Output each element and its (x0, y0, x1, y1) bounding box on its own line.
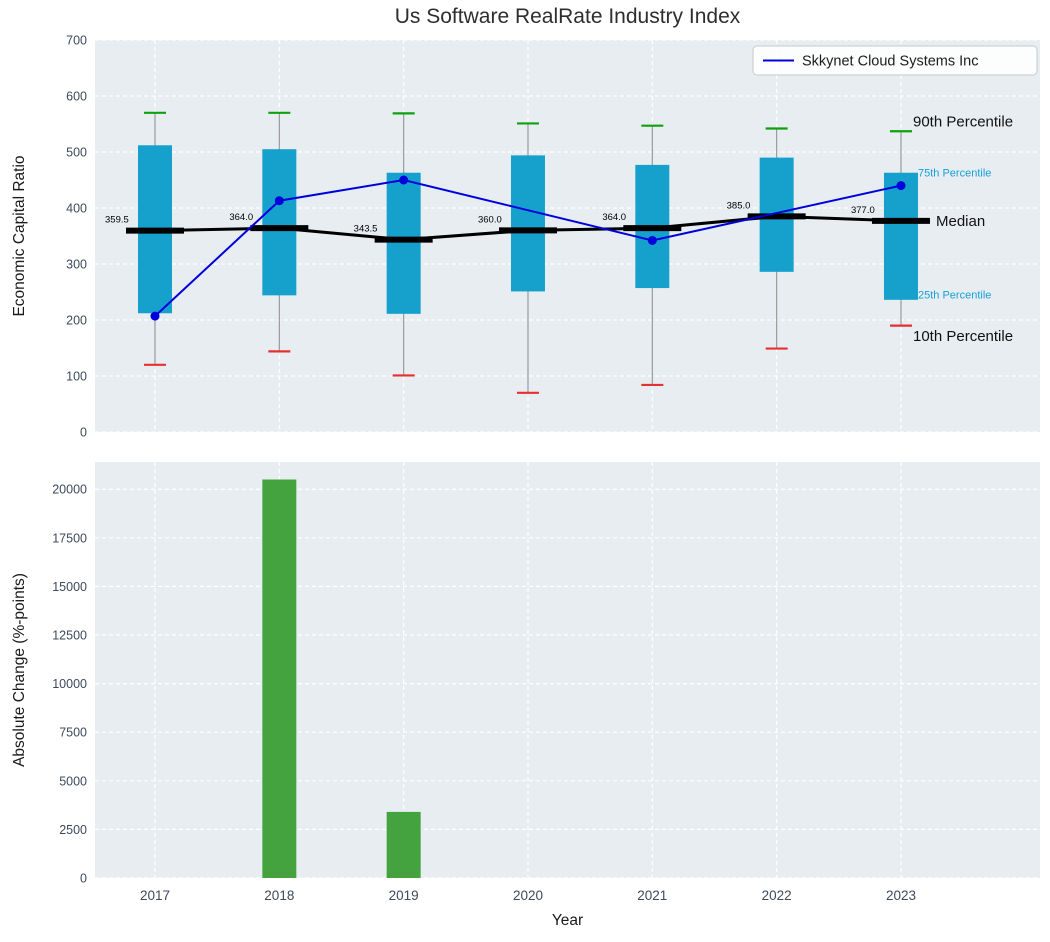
xtick-label: 2018 (264, 888, 294, 903)
median-value-label: 364.0 (602, 212, 626, 223)
ytick-label: 20000 (52, 483, 87, 497)
ytick-label: 600 (66, 90, 87, 104)
xtick-label: 2021 (637, 888, 667, 903)
plot-background-top (95, 40, 1040, 432)
company-marker (647, 235, 657, 245)
xtick-label: 2019 (389, 888, 419, 903)
company-marker (399, 175, 409, 185)
percentile-label: 10th Percentile (913, 328, 1013, 345)
legend-label: Skkynet Cloud Systems Inc (802, 54, 979, 70)
ytick-label: 15000 (52, 580, 87, 594)
median-value-label: 359.5 (105, 215, 129, 226)
ytick-label: 10000 (52, 677, 87, 691)
percentile-label: 75th Percentile (918, 168, 991, 180)
plot-background-bottom (95, 462, 1040, 878)
xtick-label: 2023 (886, 888, 916, 903)
xtick-label: 2020 (513, 888, 543, 903)
ytick-label: 7500 (59, 726, 87, 740)
change-bar (386, 811, 421, 878)
median-value-label: 360.0 (478, 214, 502, 225)
iqr-box (883, 172, 918, 300)
ytick-label: 300 (66, 258, 87, 272)
percentile-label: Median (936, 213, 985, 230)
chart-title: Us Software RealRate Industry Index (394, 5, 741, 28)
ytick-label: 400 (66, 202, 87, 216)
bar-chart: 0 2500 5000 7500 10000 12500 15000 17500 20000 20… (11, 462, 1040, 929)
ytick-label: 0 (80, 872, 87, 886)
ytick-label: 0 (80, 426, 87, 440)
change-bar (262, 479, 297, 878)
ytick-label: 5000 (59, 774, 87, 788)
y-axis-label-bottom: Absolute Change (%-points) (11, 573, 28, 767)
legend-box (752, 45, 1038, 76)
company-marker (150, 311, 160, 321)
ytick-label: 100 (66, 370, 87, 384)
iqr-box (510, 155, 545, 292)
ytick-label: 500 (66, 146, 87, 160)
median-value-label: 385.0 (727, 200, 751, 211)
company-marker (274, 196, 284, 206)
xtick-label: 2017 (140, 888, 170, 903)
percentile-label: 25th Percentile (918, 290, 991, 302)
ytick-label: 700 (66, 34, 87, 48)
x-axis-label: Year (552, 912, 583, 929)
median-value-label: 377.0 (851, 205, 875, 216)
ytick-label: 2500 (59, 823, 87, 837)
y-axis-label-top: Economic Capital Ratio (11, 155, 28, 316)
percentile-label: 90th Percentile (913, 114, 1013, 131)
xtick-label: 2022 (762, 888, 792, 903)
median-value-label: 364.0 (229, 212, 253, 223)
company-marker (896, 181, 906, 191)
iqr-box (262, 149, 297, 296)
median-value-label: 343.5 (354, 224, 378, 235)
iqr-box (386, 172, 421, 314)
box-plot-chart: 0 100 200 300 400 500 600 700 Economic Capital R… (11, 34, 1040, 440)
ytick-label: 12500 (52, 629, 87, 643)
ytick-label: 200 (66, 314, 87, 328)
ytick-label: 17500 (52, 531, 87, 545)
